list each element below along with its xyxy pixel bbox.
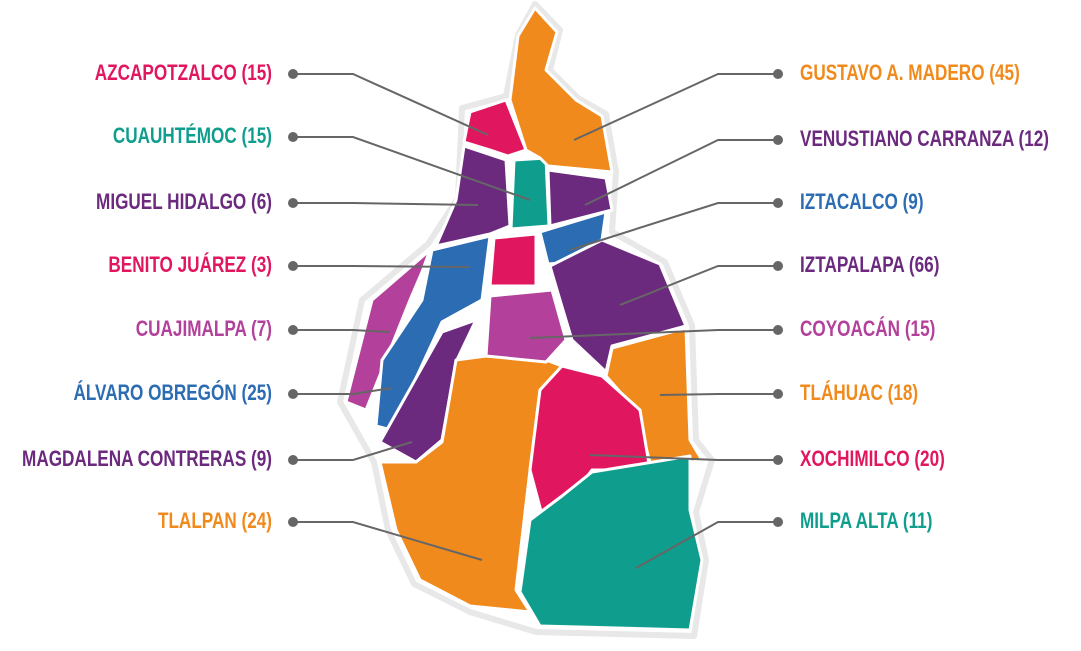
district-label-group: MILPA ALTA (11) [800,509,932,534]
district-region [548,238,688,374]
district-label: XOCHIMILCO (20) [800,447,945,472]
district-label-group: MIGUEL HIDALGO (6) [96,190,272,215]
district-label-group: BENITO JUÁREZ (3) [108,252,272,278]
leader-line [573,73,778,141]
leader-dot [288,325,298,335]
district-label-group: CUAJIMALPA (7) [136,317,272,342]
district-region [509,156,551,231]
leader-line [293,521,483,561]
leader-line [584,139,778,206]
district-label: CUAUHTÉMOC (15) [113,123,272,149]
district-label-group: VENUSTIANO CARRANZA (12) [800,127,1049,152]
district-label: MIGUEL HIDALGO (6) [96,190,272,215]
leader-dot [773,455,783,465]
district-region [518,454,704,632]
district-label-group: XOCHIMILCO (20) [800,447,945,472]
district-label: BENITO JUÁREZ (3) [108,252,272,278]
district-label-group: GUSTAVO A. MADERO (45) [800,61,1020,86]
leader-line [659,393,778,396]
district-label: TLÁHUAC (18) [800,380,918,406]
district-label-group: MAGDALENA CONTRERAS (9) [22,447,272,472]
district-label-group: IZTACALCO (9) [800,190,924,215]
leader-dot [773,325,783,335]
leader-line [293,387,393,395]
leader-dot [288,198,298,208]
district-label: GUSTAVO A. MADERO (45) [800,61,1020,86]
leader-line [293,136,531,201]
district-label-group: AZCAPOTZALCO (15) [95,61,272,86]
district-region [488,232,538,288]
district-label: IZTACALCO (9) [800,190,924,215]
leader-line [569,202,778,251]
district-region [508,6,614,174]
district-label: CUAJIMALPA (7) [136,317,272,342]
leader-dot [773,261,783,271]
district-label-group: COYOACÁN (15) [800,316,935,342]
leader-dot [773,517,783,527]
district-label: TLALPAN (24) [158,509,272,534]
leader-dot [773,389,783,399]
leader-line [619,265,778,306]
district-region [462,98,528,158]
leader-dot [773,135,783,145]
leader-dot [773,69,783,79]
leader-dot [288,455,298,465]
district-label: VENUSTIANO CARRANZA (12) [800,127,1049,152]
leader-line [529,329,778,339]
leader-dot [288,389,298,399]
district-label-group: CUAUHTÉMOC (15) [113,123,272,149]
district-label: ÁLVARO OBREGÓN (25) [73,379,272,406]
leader-line [293,73,489,136]
district-label: MAGDALENA CONTRERAS (9) [22,447,272,472]
leader-line [589,454,778,461]
district-label: AZCAPOTZALCO (15) [95,61,272,86]
leader-dot [288,69,298,79]
district-region [378,354,564,614]
leader-dot [288,517,298,527]
leader-dot [773,198,783,208]
leader-dot [288,261,298,271]
district-label-group: TLALPAN (24) [158,509,272,534]
leader-line [293,265,471,268]
district-region [434,144,512,248]
district-label-group: TLÁHUAC (18) [800,380,918,406]
district-label-group: ÁLVARO OBREGÓN (25) [73,379,272,406]
leader-line [293,329,391,333]
leader-line [635,521,778,569]
leader-line [293,441,413,461]
district-label-group: IZTAPALAPA (66) [800,253,939,278]
leader-line [293,202,479,206]
district-label: COYOACÁN (15) [800,316,935,342]
district-label: MILPA ALTA (11) [800,509,932,534]
leader-dot [288,132,298,142]
district-region [484,288,568,364]
district-region [546,168,614,228]
district-label: IZTAPALAPA (66) [800,253,939,278]
